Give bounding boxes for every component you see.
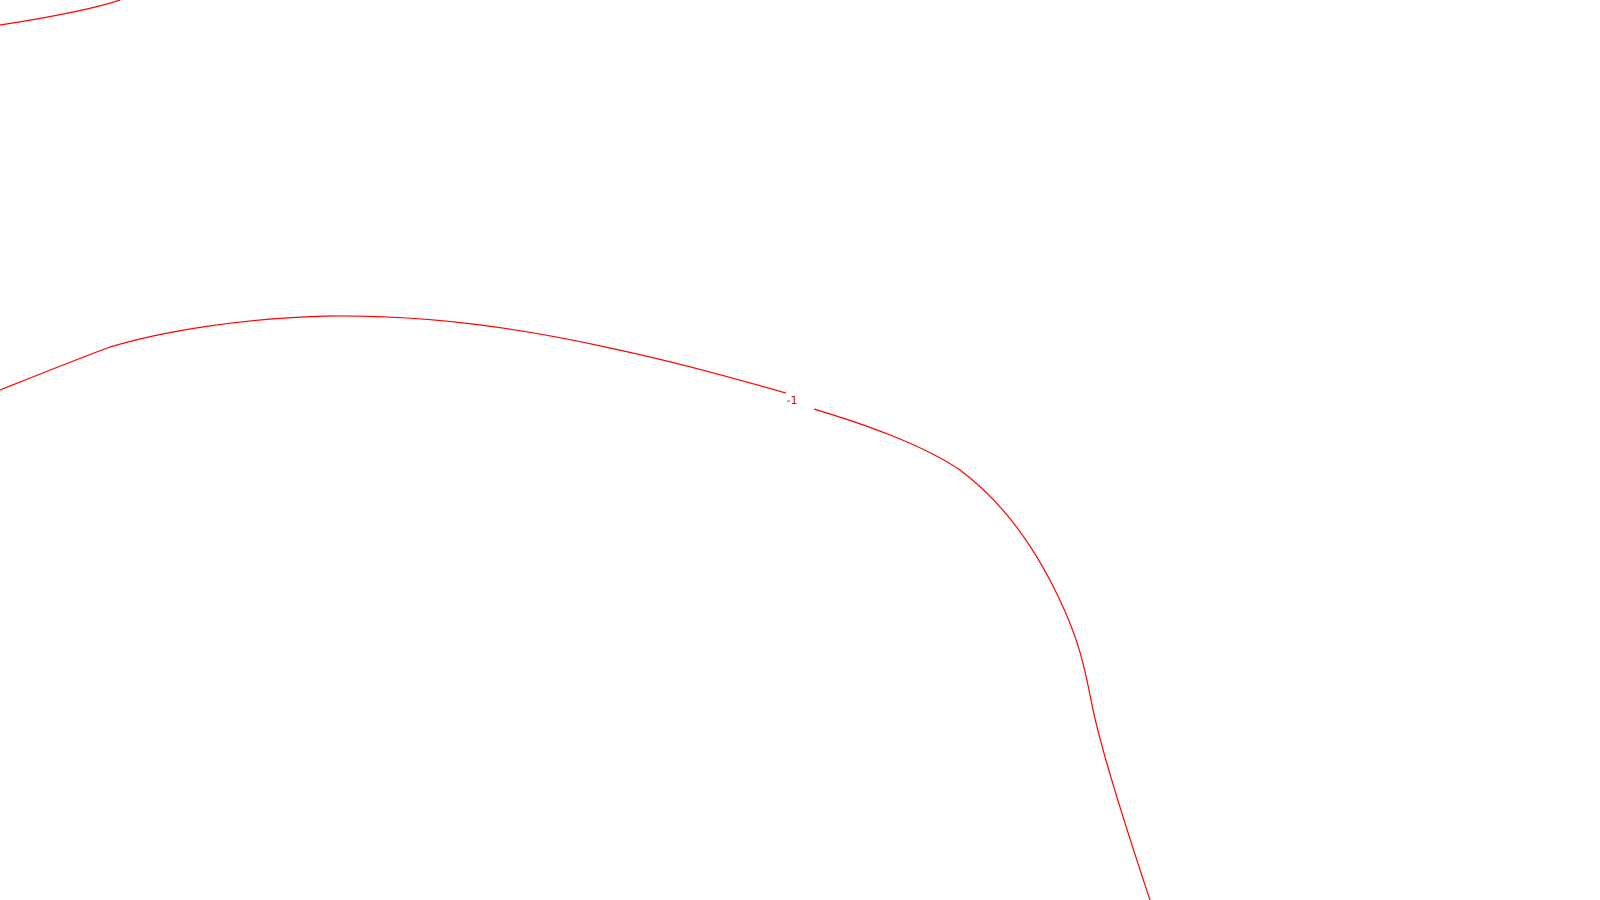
contour-value-label: -1	[787, 394, 798, 407]
contour-line-main-left	[0, 315, 787, 394]
contour-line-main-right	[813, 408, 1151, 900]
contour-line-upper-left	[0, 0, 121, 26]
